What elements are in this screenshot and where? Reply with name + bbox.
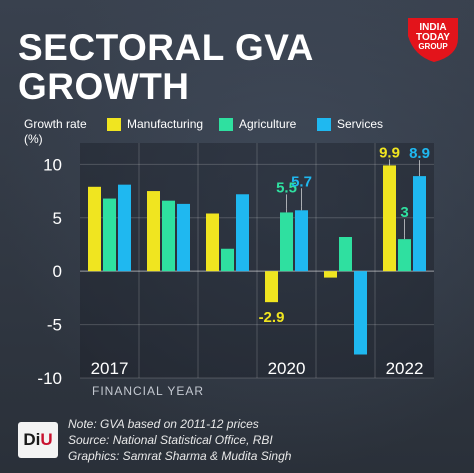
y-tick-label: -5 (47, 316, 62, 335)
bar-services-2019 (236, 194, 249, 272)
y-tick-label: 5 (53, 209, 62, 228)
bar-manufacturing-2022 (383, 165, 396, 272)
logo-text-1: INDIA (419, 22, 446, 33)
bar-services-2020 (295, 210, 308, 272)
data-label: 5.5 (276, 179, 297, 196)
x-tick-label: 2022 (386, 359, 424, 378)
legend-item-agriculture: Agriculture (219, 117, 296, 131)
footer-source: Source: National Statistical Office, RBI (68, 433, 273, 447)
data-label: 9.9 (379, 144, 400, 161)
y-tick-label: 10 (43, 155, 62, 174)
legend-label-agriculture: Agriculture (239, 117, 297, 131)
x-axis-label: FINANCIAL YEAR (92, 384, 204, 398)
bar-manufacturing-2021 (324, 271, 337, 278)
bar-agriculture-2017 (103, 198, 116, 272)
data-label: 8.9 (409, 145, 430, 162)
footer-notes: Note: GVA based on 2011-12 prices Source… (68, 416, 291, 464)
bar-manufacturing-2020 (265, 271, 278, 303)
diu-badge: Di U (18, 422, 58, 458)
page-title: SECTORAL GVA GROWTH (18, 28, 314, 106)
chart-legend: Growth rate (%) Manufacturing Agricultur… (24, 117, 464, 157)
diu-badge-text-a: Di (23, 430, 41, 449)
data-label: 3 (400, 204, 408, 221)
legend-item-services: Services (317, 117, 383, 131)
x-tick-label: 2020 (268, 359, 306, 378)
bar-agriculture-2019 (221, 248, 234, 272)
title-line-1: SECTORAL GVA (18, 27, 314, 68)
footer-note: Note: GVA based on 2011-12 prices (68, 417, 259, 431)
footer: Di U Note: GVA based on 2011-12 prices So… (18, 412, 464, 470)
bar-manufacturing-2017 (88, 186, 101, 272)
y-axis-label: Growth rate (%) (24, 117, 114, 147)
bar-services-2018 (177, 203, 190, 272)
bar-agriculture-2022 (398, 239, 411, 272)
title-line-2: GROWTH (18, 66, 190, 107)
plot-area (80, 143, 434, 378)
bar-services-2022 (413, 176, 426, 272)
diu-badge-text-b: U (40, 430, 53, 449)
india-today-group-logo: INDIA TODAY GROUP (404, 16, 460, 64)
bar-manufacturing-2019 (206, 213, 219, 272)
bar-services-2017 (118, 184, 131, 272)
y-axis-label-line-2: (%) (24, 132, 43, 146)
legend-label-manufacturing: Manufacturing (127, 117, 204, 131)
bar-agriculture-2020 (280, 212, 293, 272)
legend-swatch-agriculture (219, 117, 233, 131)
bar-services-2021 (354, 271, 367, 355)
legend-swatch-services (317, 117, 331, 131)
footer-graphics: Graphics: Samrat Sharma & Mudita Singh (68, 449, 292, 463)
data-label: -2.9 (259, 309, 285, 326)
y-tick-label: -10 (37, 369, 62, 388)
logo-text-2: TODAY (416, 32, 450, 43)
legend-swatch-manufacturing (107, 117, 121, 131)
logo-text-3: GROUP (418, 42, 448, 51)
bar-manufacturing-2018 (147, 191, 160, 272)
x-tick-label: 2017 (91, 359, 129, 378)
y-axis-label-line-1: Growth rate (24, 117, 87, 131)
bar-agriculture-2021 (339, 237, 352, 272)
y-tick-label: 0 (53, 262, 62, 281)
logo-shield-icon (408, 18, 458, 62)
bar-agriculture-2018 (162, 200, 175, 272)
legend-item-manufacturing: Manufacturing (107, 117, 203, 131)
data-label: 5.7 (291, 173, 312, 190)
legend-label-services: Services (337, 117, 384, 131)
